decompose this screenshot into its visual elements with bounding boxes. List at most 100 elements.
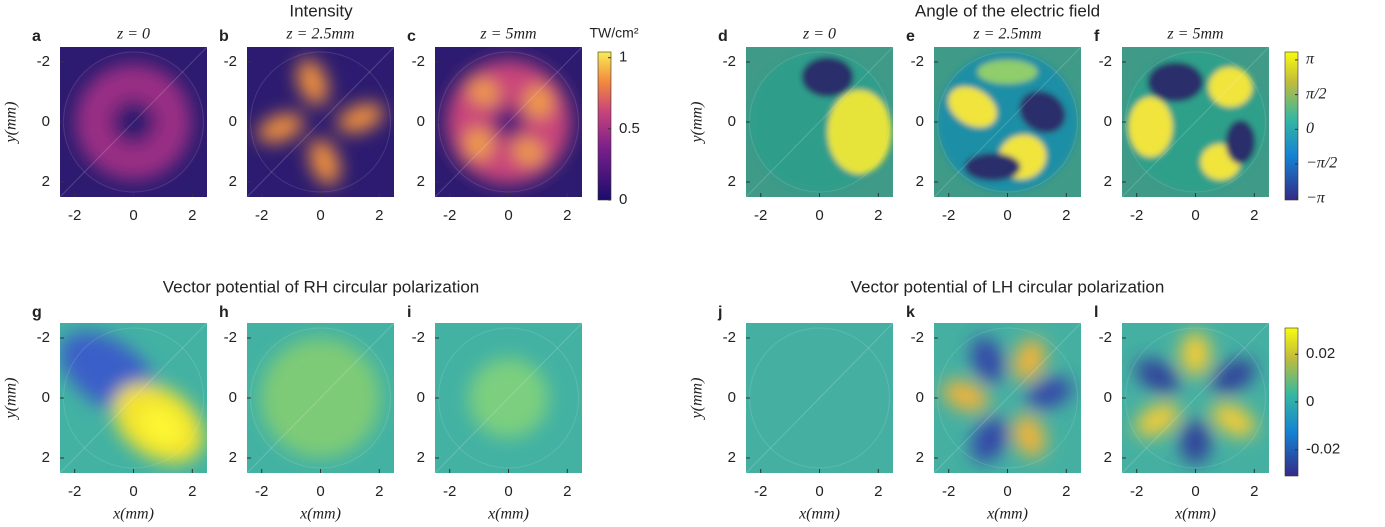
x-tick-label: 2 bbox=[188, 483, 196, 500]
x-tick-label: 0 bbox=[815, 483, 823, 500]
image-feature bbox=[828, 90, 892, 174]
y-tick-label: 2 bbox=[417, 173, 425, 190]
x-tick-label: 0 bbox=[1003, 207, 1011, 224]
heatmap-image bbox=[247, 47, 394, 197]
y-tick-label: 2 bbox=[229, 173, 237, 190]
heatmap-image bbox=[746, 323, 893, 473]
image-feature bbox=[1226, 120, 1256, 164]
heatmap-image bbox=[934, 323, 1081, 473]
panel-subtitle: z = 0 bbox=[116, 26, 150, 43]
y-tick-label: 2 bbox=[1104, 173, 1112, 190]
heatmap-image bbox=[746, 47, 893, 197]
x-tick-label: -2 bbox=[942, 207, 955, 224]
group-title: Vector potential of LH circular polariza… bbox=[851, 277, 1165, 296]
x-tick-label: 2 bbox=[375, 207, 383, 224]
y-tick-label: -2 bbox=[412, 53, 425, 70]
x-tick-label: 2 bbox=[1250, 483, 1258, 500]
y-tick-label: 2 bbox=[42, 173, 50, 190]
x-tick-label: 2 bbox=[563, 483, 571, 500]
y-tick-label: -2 bbox=[911, 329, 924, 346]
x-tick-label: -2 bbox=[443, 483, 456, 500]
group-title: Intensity bbox=[289, 1, 353, 20]
panel-letter: g bbox=[32, 304, 42, 321]
figure: Intensityaz = 0y(mm)-202-202bz = 2.5mm-2… bbox=[0, 0, 1385, 527]
x-axis-label: x(mm) bbox=[299, 506, 341, 523]
colorbar-tick-label: −π/2 bbox=[1306, 155, 1337, 172]
y-tick-label: 0 bbox=[229, 389, 237, 406]
y-tick-label: 0 bbox=[42, 113, 50, 130]
y-tick-label: 0 bbox=[229, 113, 237, 130]
heatmap-image bbox=[247, 323, 394, 473]
y-tick-label: 2 bbox=[42, 449, 50, 466]
panel-letter: d bbox=[718, 28, 728, 45]
x-tick-label: -2 bbox=[68, 483, 81, 500]
y-tick-label: -2 bbox=[911, 53, 924, 70]
panel-letter: c bbox=[407, 28, 416, 45]
y-tick-label: 2 bbox=[728, 449, 736, 466]
panel-subtitle: z = 5mm bbox=[479, 26, 536, 43]
x-tick-label: -2 bbox=[754, 483, 767, 500]
heatmap-image bbox=[1122, 323, 1269, 473]
image-feature bbox=[1181, 420, 1211, 464]
x-tick-label: 2 bbox=[874, 483, 882, 500]
x-tick-label: -2 bbox=[255, 483, 268, 500]
panel-letter: l bbox=[1094, 304, 1098, 321]
y-axis-label: y(mm) bbox=[689, 102, 706, 145]
y-tick-label: 0 bbox=[417, 113, 425, 130]
x-tick-label: -2 bbox=[1130, 483, 1143, 500]
y-tick-label: -2 bbox=[224, 329, 237, 346]
x-tick-label: 0 bbox=[316, 207, 324, 224]
y-tick-label: 0 bbox=[916, 389, 924, 406]
heatmap-image bbox=[45, 315, 219, 479]
y-tick-label: -2 bbox=[412, 329, 425, 346]
x-tick-label: 2 bbox=[375, 483, 383, 500]
x-axis-label: x(mm) bbox=[112, 506, 154, 523]
x-tick-label: 0 bbox=[1003, 483, 1011, 500]
y-tick-label: -2 bbox=[224, 53, 237, 70]
y-tick-label: 0 bbox=[728, 389, 736, 406]
y-tick-label: 0 bbox=[1104, 389, 1112, 406]
image-feature bbox=[1148, 62, 1204, 102]
heatmap-image bbox=[435, 47, 582, 197]
colorbar-label: TW/cm² bbox=[590, 25, 639, 41]
colorbar-tick-label: π/2 bbox=[1306, 85, 1326, 102]
y-axis-label: y(mm) bbox=[3, 378, 20, 421]
y-tick-label: -2 bbox=[1099, 329, 1112, 346]
colorbar-tick-label: −π bbox=[1306, 189, 1326, 206]
colorbar bbox=[1285, 52, 1298, 200]
x-tick-label: 0 bbox=[129, 207, 137, 224]
image-feature bbox=[802, 57, 854, 97]
y-tick-label: -2 bbox=[723, 53, 736, 70]
colorbar-tick-label: 0 bbox=[1306, 393, 1314, 410]
group-title: Vector potential of RH circular polariza… bbox=[163, 277, 480, 296]
panel-letter: h bbox=[219, 304, 229, 321]
y-tick-label: 2 bbox=[916, 173, 924, 190]
group-title: Angle of the electric field bbox=[915, 1, 1100, 20]
x-tick-label: -2 bbox=[754, 207, 767, 224]
panel-letter: j bbox=[717, 304, 722, 321]
x-tick-label: 2 bbox=[874, 207, 882, 224]
heatmap-image bbox=[60, 47, 207, 197]
colorbar-tick-label: π bbox=[1306, 51, 1315, 68]
image-feature bbox=[978, 60, 1038, 84]
y-tick-label: 0 bbox=[916, 113, 924, 130]
panel-subtitle: z = 0 bbox=[802, 26, 836, 43]
y-tick-label: 0 bbox=[417, 389, 425, 406]
colorbar-tick-label: -0.02 bbox=[1306, 441, 1340, 458]
y-tick-label: -2 bbox=[1099, 53, 1112, 70]
x-axis-label: x(mm) bbox=[798, 506, 840, 523]
x-axis-label: x(mm) bbox=[1174, 506, 1216, 523]
panel-letter: b bbox=[219, 28, 229, 45]
heatmap-image bbox=[1122, 47, 1269, 197]
x-tick-label: 0 bbox=[815, 207, 823, 224]
panel-letter: e bbox=[906, 28, 915, 45]
panel-subtitle: z = 2.5mm bbox=[972, 26, 1041, 43]
colorbar-tick-label: 0.02 bbox=[1306, 345, 1335, 362]
panel-letter: f bbox=[1094, 28, 1100, 45]
x-tick-label: 0 bbox=[504, 207, 512, 224]
y-axis-label: y(mm) bbox=[689, 378, 706, 421]
colorbar-tick-label: 1 bbox=[619, 49, 627, 66]
x-tick-label: 0 bbox=[129, 483, 137, 500]
y-tick-label: 2 bbox=[1104, 449, 1112, 466]
x-axis-label: x(mm) bbox=[487, 506, 529, 523]
